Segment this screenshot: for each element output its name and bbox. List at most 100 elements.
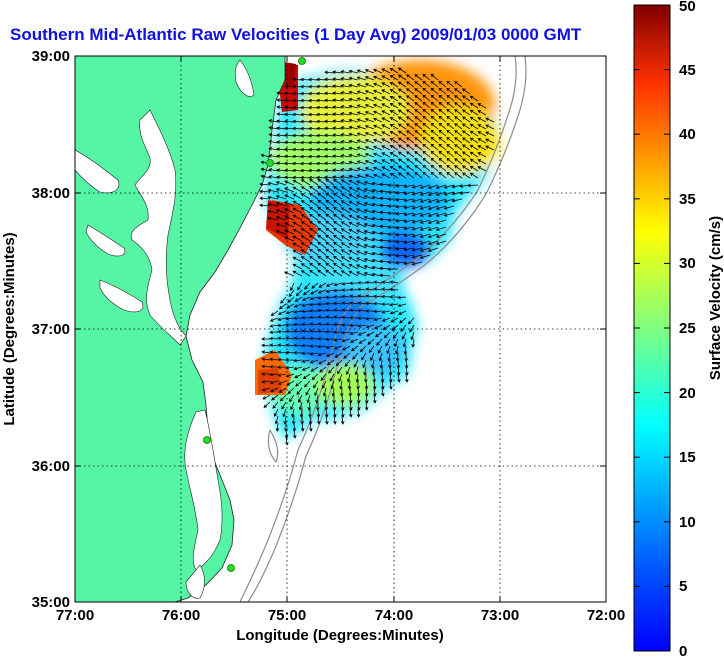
velocity-vector bbox=[341, 301, 351, 305]
velocity-vector bbox=[363, 272, 375, 277]
velocity-vector bbox=[292, 200, 303, 207]
velocity-vector bbox=[435, 198, 447, 203]
velocity-vector bbox=[430, 87, 439, 95]
velocity-vector bbox=[409, 324, 415, 333]
velocity-vector bbox=[364, 90, 375, 95]
velocity-vector bbox=[446, 101, 455, 109]
velocity-vector bbox=[381, 173, 391, 179]
velocity-vector bbox=[322, 380, 327, 389]
velocity-vector bbox=[274, 415, 279, 425]
velocity-vector bbox=[419, 233, 431, 238]
velocity-vector bbox=[283, 415, 287, 425]
velocity-vector bbox=[373, 309, 383, 314]
colorbar-tick-label: 15 bbox=[679, 449, 696, 466]
velocity-vector bbox=[422, 94, 431, 102]
station-marker bbox=[266, 159, 274, 167]
velocity-vector bbox=[365, 294, 375, 298]
velocity-vector bbox=[365, 280, 375, 285]
velocity-vector bbox=[438, 122, 447, 130]
velocity-vector bbox=[348, 160, 359, 165]
velocity-vector bbox=[275, 209, 287, 214]
colorbar-tick-label: 45 bbox=[679, 62, 696, 79]
velocity-vector bbox=[315, 394, 319, 404]
velocity-vector bbox=[300, 91, 311, 96]
velocity-vector bbox=[422, 73, 431, 81]
velocity-vector bbox=[340, 70, 351, 74]
velocity-vector bbox=[278, 387, 287, 393]
velocity-vector bbox=[357, 316, 367, 320]
velocity-vector bbox=[301, 309, 311, 314]
velocity-vector bbox=[381, 89, 391, 95]
velocity-vector bbox=[292, 242, 303, 249]
velocity-vector bbox=[284, 133, 295, 138]
velocity-vector bbox=[406, 165, 415, 172]
velocity-vector bbox=[316, 415, 321, 425]
velocity-vector bbox=[411, 226, 423, 231]
velocity-vector bbox=[422, 115, 431, 123]
velocity-vector bbox=[332, 112, 343, 116]
velocity-vector bbox=[356, 222, 367, 228]
velocity-vector bbox=[316, 84, 327, 89]
velocity-vector bbox=[373, 301, 383, 306]
velocity-vector bbox=[301, 322, 311, 327]
velocity-vector bbox=[309, 178, 319, 186]
velocity-vector bbox=[356, 201, 367, 207]
velocity-vector bbox=[332, 154, 343, 158]
velocity-vector bbox=[317, 220, 327, 228]
velocity-vector bbox=[430, 136, 439, 144]
velocity-vector bbox=[379, 359, 384, 369]
y-tick-label: 38:00 bbox=[32, 185, 70, 202]
velocity-vector bbox=[446, 129, 455, 137]
velocity-vector bbox=[454, 95, 463, 102]
velocity-vector bbox=[300, 119, 311, 124]
velocity-vector bbox=[292, 179, 303, 186]
velocity-vector bbox=[414, 150, 423, 158]
velocity-vector bbox=[348, 76, 359, 81]
velocity-vector bbox=[389, 158, 399, 165]
velocity-vector bbox=[356, 146, 367, 151]
velocity-vector bbox=[406, 95, 415, 102]
velocity-vector bbox=[461, 151, 471, 158]
velocity-vector bbox=[419, 219, 431, 224]
velocity-vector bbox=[325, 220, 335, 228]
velocity-vector bbox=[297, 282, 303, 291]
velocity-vector bbox=[461, 158, 471, 165]
velocity-vector bbox=[469, 102, 479, 109]
velocity-vector bbox=[324, 119, 335, 124]
colorbar-tick-label: 10 bbox=[679, 514, 696, 531]
velocity-vector bbox=[325, 289, 335, 293]
velocity-vector bbox=[275, 202, 287, 207]
velocity-vector bbox=[325, 322, 335, 327]
velocity-vector bbox=[259, 196, 271, 201]
velocity-vector bbox=[419, 198, 431, 203]
velocity-vector bbox=[363, 202, 375, 207]
velocity-vector bbox=[340, 112, 351, 116]
velocity-vector bbox=[373, 103, 383, 109]
velocity-vector bbox=[333, 338, 343, 342]
velocity-vector bbox=[259, 203, 271, 208]
velocity-vector bbox=[395, 205, 407, 209]
velocity-vector bbox=[454, 172, 463, 179]
velocity-vector bbox=[406, 172, 415, 179]
velocity-vector bbox=[300, 112, 311, 117]
velocity-vector bbox=[317, 315, 327, 319]
velocity-vector bbox=[356, 167, 367, 172]
velocity-vector bbox=[332, 168, 343, 172]
velocity-vector bbox=[427, 198, 439, 203]
velocity-vector bbox=[357, 287, 367, 292]
velocity-vector bbox=[325, 315, 335, 319]
velocity-vector bbox=[403, 345, 408, 355]
velocity-vector bbox=[325, 213, 335, 221]
velocity-vector bbox=[277, 329, 287, 334]
velocity-vector bbox=[395, 233, 407, 237]
velocity-vector bbox=[404, 373, 409, 383]
velocity-vector bbox=[387, 260, 399, 264]
velocity-vector bbox=[294, 296, 303, 302]
velocity-vector bbox=[356, 215, 367, 221]
velocity-vector bbox=[340, 126, 351, 130]
velocity-vector bbox=[485, 124, 495, 130]
velocity-vector bbox=[328, 366, 335, 374]
velocity-vector bbox=[317, 206, 327, 214]
velocity-vector bbox=[381, 124, 391, 130]
velocity-vector bbox=[269, 365, 279, 369]
